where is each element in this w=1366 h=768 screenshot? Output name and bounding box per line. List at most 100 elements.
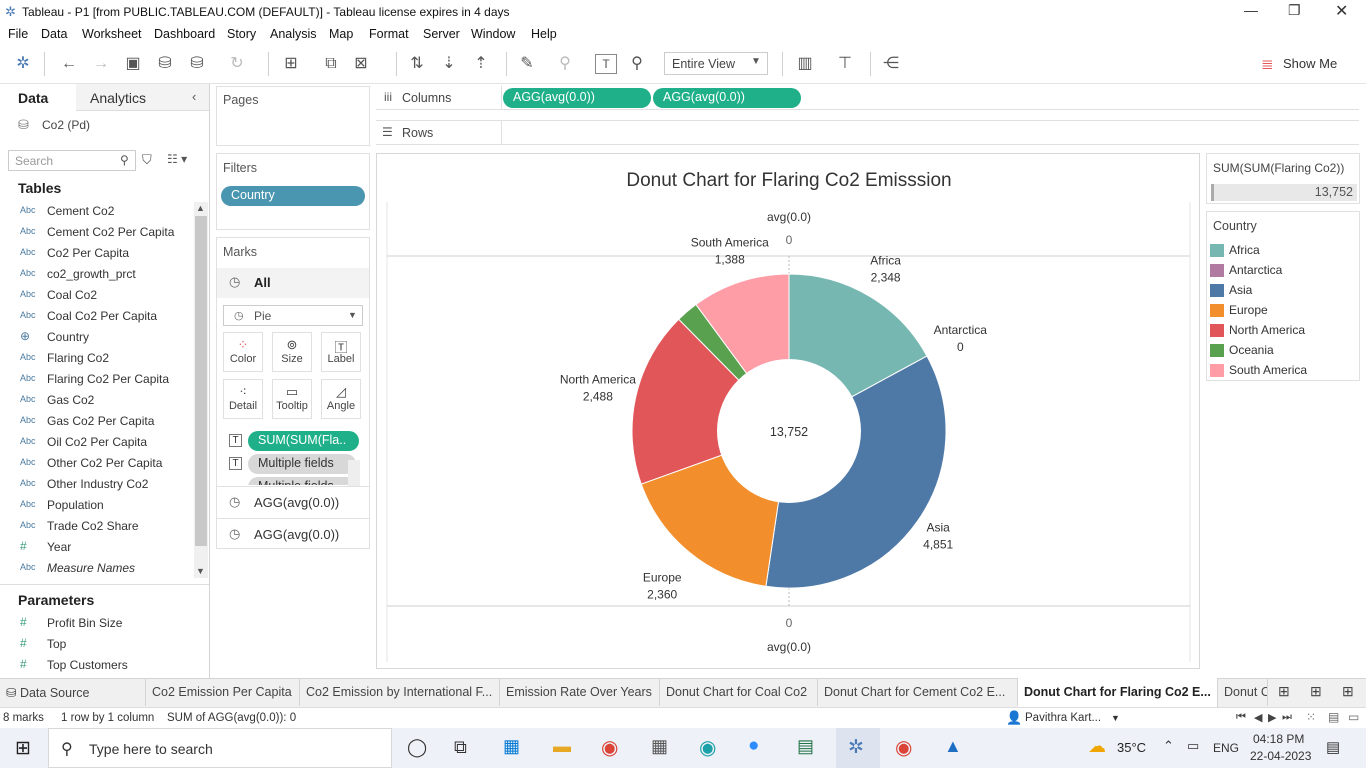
status-user[interactable]: Pavithra Kart...	[1025, 712, 1102, 724]
mark-type-dropdown[interactable]: ◷ Pie ▼	[223, 305, 363, 326]
legend-item[interactable]: Oceania	[1210, 341, 1350, 361]
excel-icon[interactable]: ▤	[797, 736, 815, 756]
legend-item[interactable]: Asia	[1210, 281, 1350, 301]
search-input[interactable]: Search ⚲	[8, 150, 136, 171]
show-cards-icon[interactable]: ▥	[797, 55, 813, 72]
field-item[interactable]: Abc Flaring Co2 Per Capita	[0, 369, 195, 390]
undo-icon[interactable]: ←	[61, 55, 77, 72]
last-sheet-icon[interactable]: ⏭	[1282, 711, 1292, 723]
filter-icon[interactable]: ⛉	[142, 152, 152, 167]
sort-descending-icon[interactable]: ⇡	[474, 55, 488, 72]
detail-card[interactable]: ⁖ Detail	[223, 379, 263, 419]
new-worksheet-icon[interactable]: ⊞	[284, 55, 298, 72]
collapse-pane-icon[interactable]: ‹	[192, 89, 197, 104]
filters-shelf[interactable]: Filters Country	[216, 153, 370, 230]
donut-slice-asia[interactable]	[765, 355, 947, 589]
sort-ascending-icon[interactable]: ⇣	[442, 55, 456, 72]
tabs-view-icon[interactable]: ▭	[1348, 710, 1360, 724]
close-icon[interactable]: ✕	[1335, 3, 1349, 20]
tableau-taskbar-button[interactable]: ✲	[836, 728, 880, 768]
menu-story[interactable]: Story	[227, 27, 257, 41]
new-story-tab-icon[interactable]: ⊞	[1342, 683, 1354, 699]
label-card[interactable]: 🅃 Label	[321, 332, 361, 372]
sheet-tab[interactable]: Co2 Emission by International F...	[300, 678, 500, 706]
new-datasource-icon[interactable]: ⛁	[158, 55, 172, 72]
chrome-icon[interactable]: ◉	[601, 737, 619, 759]
angle-card[interactable]: ◿ Angle	[321, 379, 361, 419]
field-item[interactable]: Abc co2_growth_prct	[0, 264, 195, 285]
scroll-up-icon[interactable]: ▲	[196, 203, 205, 213]
show-me-button[interactable]: Show Me	[1283, 56, 1338, 71]
field-item[interactable]: Abc Other Co2 Per Capita	[0, 453, 195, 474]
worksheet-view[interactable]: Donut Chart for Flaring Co2 Emisssion av…	[376, 153, 1200, 669]
field-item[interactable]: Abc Other Industry Co2	[0, 474, 195, 495]
pause-updates-icon[interactable]: ⛁	[190, 55, 204, 72]
first-sheet-icon[interactable]: ⏮	[1236, 711, 1246, 723]
field-item[interactable]: Abc Cement Co2	[0, 201, 195, 222]
group-icon[interactable]: ⚲	[559, 55, 571, 72]
show-labels-icon[interactable]: T	[595, 54, 617, 74]
menu-file[interactable]: File	[8, 27, 29, 41]
scroll-down-icon[interactable]: ▼	[196, 566, 205, 576]
sheet-tab[interactable]: Donut Chart for Coal Co2	[660, 678, 818, 706]
duplicate-sheet-icon[interactable]: ⧉	[325, 55, 337, 72]
color-card[interactable]: ⁘ Color	[223, 332, 263, 372]
field-item[interactable]: Abc Coal Co2	[0, 285, 195, 306]
fit-dropdown[interactable]: Entire View ▼	[664, 52, 768, 75]
task-view-icon[interactable]: ⧉	[454, 737, 467, 757]
rows-shelf[interactable]: ☰ Rows	[376, 120, 1359, 145]
save-icon[interactable]: ▣	[125, 55, 141, 72]
datasource-name[interactable]: Co2 (Pd)	[42, 118, 91, 132]
field-item[interactable]: Abc Gas Co2 Per Capita	[0, 411, 195, 432]
tableau-home-icon[interactable]: ✲	[16, 55, 30, 72]
filter-pill-country[interactable]: Country	[221, 186, 365, 206]
tab-analytics[interactable]: Analytics ‹	[76, 84, 209, 111]
mark-pill-multiple-fields[interactable]: Multiple fields	[248, 454, 356, 474]
menu-map[interactable]: Map	[329, 27, 354, 41]
clock-time[interactable]: 04:18 PM	[1253, 732, 1305, 746]
color-legend[interactable]: Country	[1206, 211, 1360, 381]
menu-dashboard[interactable]: Dashboard	[154, 27, 216, 41]
legend-item[interactable]: Africa	[1210, 241, 1350, 261]
field-item[interactable]: ⊕ Country	[0, 327, 195, 348]
weather-temp[interactable]: 35°C	[1117, 740, 1147, 755]
prev-sheet-icon[interactable]: ◀	[1254, 712, 1263, 724]
language-indicator[interactable]: ENG	[1213, 741, 1240, 755]
marks-agg-row-2[interactable]: AGG(avg(0.0))	[254, 527, 340, 542]
legend-item[interactable]: North America	[1210, 321, 1350, 341]
menu-server[interactable]: Server	[423, 27, 460, 41]
redo-icon[interactable]: →	[93, 55, 109, 72]
tab-data-source[interactable]: ⛁ Data Source	[0, 678, 146, 706]
field-item[interactable]: Abc Gas Co2	[0, 390, 195, 411]
notifications-icon[interactable]: ▤	[1326, 739, 1341, 756]
menu-help[interactable]: Help	[531, 27, 557, 41]
sheet-tab[interactable]: Co2 Emission Per Capita	[146, 678, 300, 706]
mark-pill-multiple-fields-2[interactable]: Multiple fields	[248, 477, 356, 485]
share-icon[interactable]: ⋲	[883, 55, 899, 72]
sheet-tab[interactable]: Donut C	[1218, 678, 1268, 706]
marks-all-row[interactable]: ◷ All	[217, 268, 369, 298]
menu-analysis[interactable]: Analysis	[270, 27, 317, 41]
swap-icon[interactable]: ⇅	[410, 55, 424, 72]
field-scrollbar[interactable]: ▲ ▼	[194, 202, 208, 578]
chevron-up-icon[interactable]: ⌃	[1163, 738, 1174, 753]
clock-date[interactable]: 22-04-2023	[1250, 749, 1312, 763]
field-item[interactable]: Abc Coal Co2 Per Capita	[0, 306, 195, 327]
windows-start-icon[interactable]: ⊞	[15, 738, 31, 759]
legend-item[interactable]: South America	[1210, 361, 1350, 381]
donut-chart[interactable]: Donut Chart for Flaring Co2 Emisssion av…	[377, 154, 1199, 668]
field-item[interactable]: # Year	[0, 537, 195, 558]
parameter-item[interactable]: # Top	[0, 634, 195, 655]
edge-icon[interactable]: ◉	[699, 737, 717, 759]
field-item[interactable]: Abc Flaring Co2	[0, 348, 195, 369]
new-worksheet-tab-icon[interactable]: ⊞	[1278, 683, 1290, 699]
legend-item[interactable]: Antarctica	[1210, 261, 1350, 281]
clear-sheet-icon[interactable]: ⊠	[354, 55, 368, 72]
next-sheet-icon[interactable]: ▶	[1268, 712, 1277, 724]
marks-scrollbar[interactable]	[348, 460, 360, 486]
tooltip-card[interactable]: ▭ Tooltip	[272, 379, 312, 419]
taskbar-search[interactable]: ⚲ Type here to search	[48, 728, 392, 768]
marks-agg-row-1[interactable]: AGG(avg(0.0))	[254, 495, 340, 510]
menu-window[interactable]: Window	[471, 27, 516, 41]
field-item[interactable]: Abc Measure Names	[0, 558, 195, 579]
